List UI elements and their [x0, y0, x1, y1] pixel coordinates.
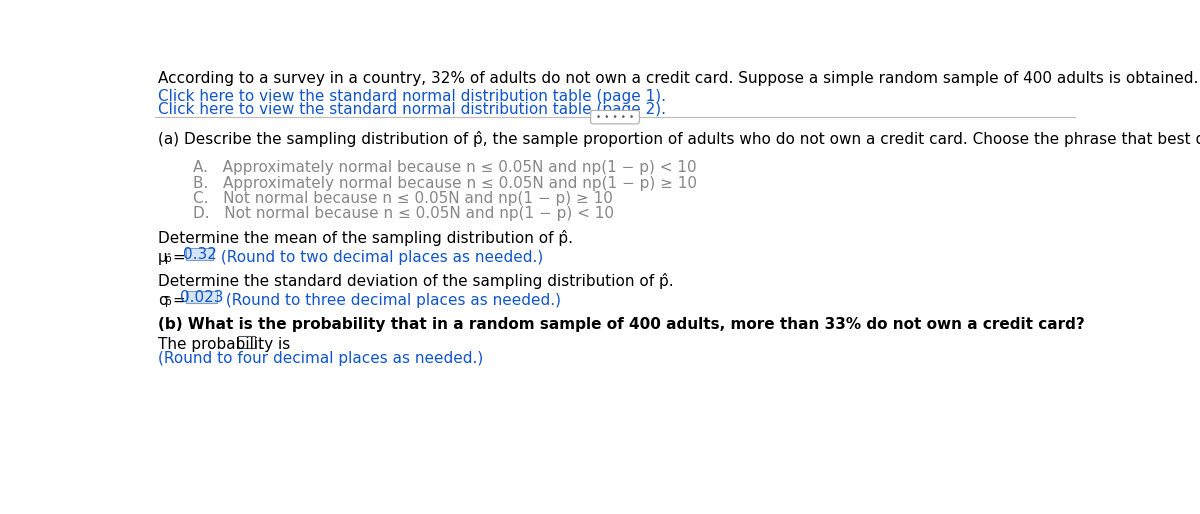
- Text: (Round to four decimal places as needed.): (Round to four decimal places as needed.…: [157, 351, 482, 366]
- Text: =: =: [173, 292, 191, 308]
- Text: μ: μ: [157, 250, 167, 265]
- Text: p̂: p̂: [166, 296, 172, 307]
- FancyBboxPatch shape: [239, 336, 256, 348]
- Text: 0.32: 0.32: [182, 247, 216, 262]
- Text: (Round to three decimal places as needed.): (Round to three decimal places as needed…: [221, 292, 560, 308]
- Text: Click here to view the standard normal distribution table (page 2).: Click here to view the standard normal d…: [157, 102, 666, 117]
- Text: (a) Describe the sampling distribution of p̂, the sample proportion of adults wh: (a) Describe the sampling distribution o…: [157, 131, 1200, 147]
- Text: B.   Approximately normal because n ≤ 0.05N and np(1 − p) ≥ 10: B. Approximately normal because n ≤ 0.05…: [193, 176, 697, 191]
- Text: p̂: p̂: [166, 253, 172, 264]
- Text: (Round to two decimal places as needed.): (Round to two decimal places as needed.): [216, 250, 544, 265]
- Text: A.   Approximately normal because n ≤ 0.05N and np(1 − p) < 10: A. Approximately normal because n ≤ 0.05…: [193, 160, 696, 175]
- Text: D.   Not normal because n ≤ 0.05N and np(1 − p) < 10: D. Not normal because n ≤ 0.05N and np(1…: [193, 207, 613, 222]
- Text: Determine the mean of the sampling distribution of p̂.: Determine the mean of the sampling distr…: [157, 230, 572, 246]
- Text: (b) What is the probability that in a random sample of 400 adults, more than 33%: (b) What is the probability that in a ra…: [157, 317, 1085, 333]
- Text: Click here to view the standard normal distribution table (page 1).: Click here to view the standard normal d…: [157, 89, 666, 104]
- FancyBboxPatch shape: [186, 291, 217, 303]
- Text: .: .: [257, 337, 262, 352]
- Text: C.   Not normal because n ≤ 0.05N and np(1 − p) ≥ 10: C. Not normal because n ≤ 0.05N and np(1…: [193, 191, 612, 206]
- Text: Determine the standard deviation of the sampling distribution of p̂.: Determine the standard deviation of the …: [157, 272, 673, 289]
- Text: 0.023: 0.023: [180, 290, 223, 305]
- Text: The probability is: The probability is: [157, 337, 295, 352]
- FancyBboxPatch shape: [186, 248, 212, 260]
- Text: According to a survey in a country, 32% of adults do not own a credit card. Supp: According to a survey in a country, 32% …: [157, 71, 1200, 86]
- Text: • • • • •: • • • • •: [593, 113, 637, 122]
- Text: =: =: [173, 250, 191, 265]
- Text: σ: σ: [157, 292, 168, 308]
